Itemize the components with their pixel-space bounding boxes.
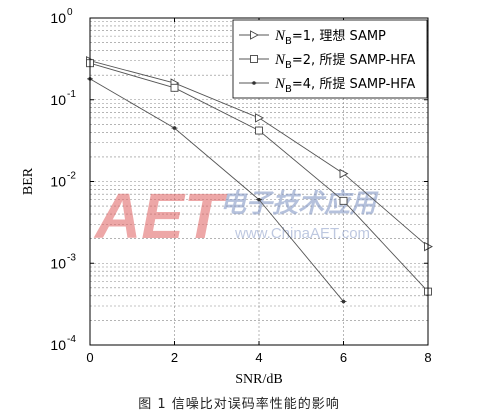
series-line: [89, 78, 344, 302]
legend-entry: NB=1, 理想 SAMP: [274, 28, 386, 47]
x-tick-label: 6: [340, 350, 347, 365]
y-tick-exponent: 0: [67, 7, 73, 18]
x-axis-label: SNR/dB: [235, 372, 282, 387]
square-marker: [339, 196, 348, 205]
triangle-marker: [255, 113, 264, 123]
x-tick-label: 2: [171, 350, 178, 365]
y-tick-label: 10: [50, 92, 66, 108]
y-tick-label: 10: [50, 10, 66, 26]
y-tick-exponent: -2: [67, 171, 76, 182]
square-marker: [170, 83, 179, 92]
x-tick-label: 4: [255, 350, 262, 365]
triangle-marker: [339, 168, 349, 179]
watermark-chinese: 电子技术应用: [220, 189, 379, 219]
triangle-marker: [250, 30, 259, 40]
legend-entry: NB=2, 所提 SAMP-HFA: [274, 52, 415, 71]
y-tick-label: 10: [50, 255, 66, 271]
series-layer: [86, 55, 433, 304]
y-tick-exponent: -1: [67, 89, 76, 100]
square-marker: [255, 126, 263, 135]
y-tick-label: 10: [50, 337, 66, 353]
watermark-logo: AET: [93, 180, 228, 252]
x-tick-label: 0: [86, 350, 93, 365]
y-axis-label: BER: [21, 167, 36, 195]
x-tick-label: 8: [424, 350, 431, 365]
y-tick-exponent: -4: [67, 334, 76, 345]
y-tick-label: 10: [50, 174, 66, 190]
square-marker: [250, 55, 258, 63]
watermark-url: www.ChinaAET.com: [234, 225, 370, 242]
legend: NB=1, 理想 SAMP NB=2, 所提 SAMP-HFA NB=4, 所提 S…: [232, 19, 428, 99]
y-tick-exponent: -3: [67, 252, 76, 263]
legend-entry: NB=4, 所提 SAMP-HFA: [274, 76, 415, 95]
figure-caption: 图 1 信噪比对误码率性能的影响: [138, 397, 340, 412]
watermark: AET 电子技术应用 www.ChinaAET.com: [93, 180, 379, 252]
